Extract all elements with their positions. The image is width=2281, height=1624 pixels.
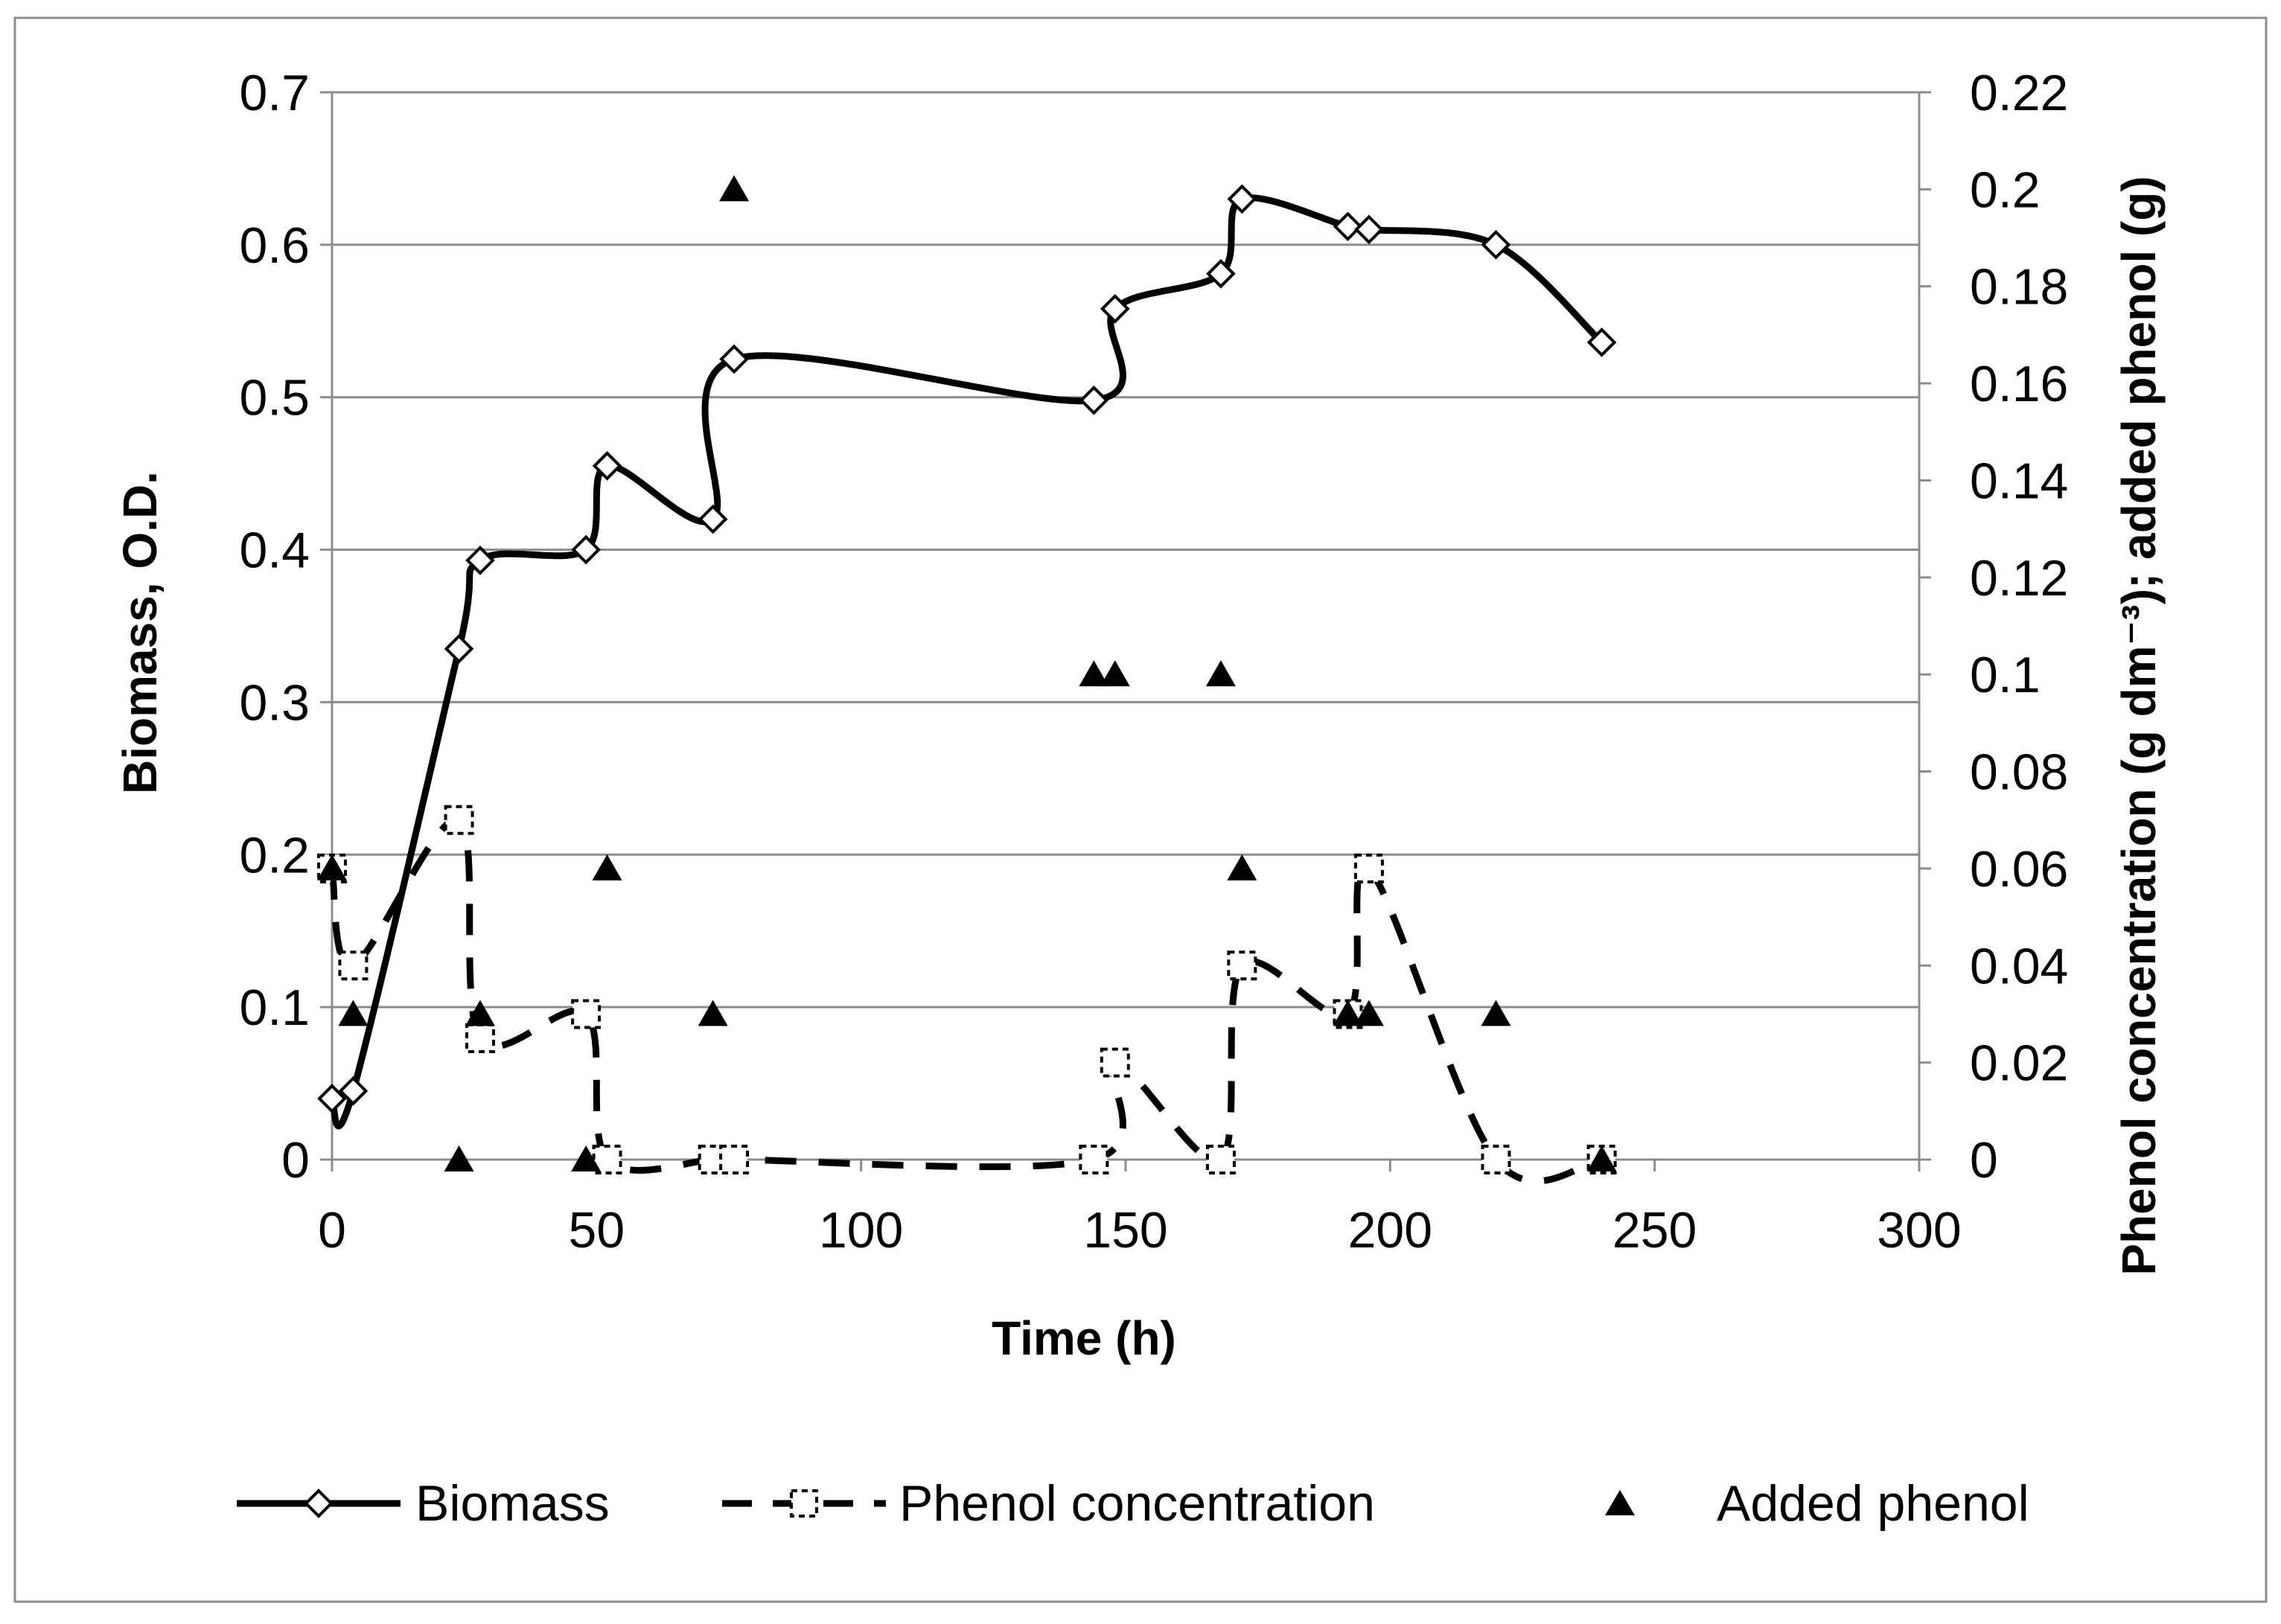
y2-tick-label: 0.2 bbox=[1970, 162, 2041, 218]
added-phenol-point bbox=[1333, 1000, 1363, 1026]
biomass-point bbox=[1354, 214, 1384, 245]
series-markers bbox=[317, 175, 1617, 1174]
added-phenol-point bbox=[1205, 660, 1236, 687]
biomass-point bbox=[719, 344, 749, 374]
phenol-concentration-point bbox=[444, 805, 474, 835]
added-phenol-point bbox=[444, 1145, 474, 1171]
biomass-point bbox=[592, 451, 622, 481]
biomass-point bbox=[338, 1075, 369, 1106]
biomass-point bbox=[1481, 230, 1511, 260]
added-phenol-point bbox=[1227, 854, 1257, 880]
y2-tick-label: 0.06 bbox=[1970, 841, 2068, 898]
biomass-point bbox=[1227, 184, 1257, 214]
biomass-point bbox=[1079, 385, 1109, 415]
x-tick-label: 100 bbox=[819, 1202, 903, 1259]
y2-tick-label: 0.02 bbox=[1970, 1035, 2068, 1092]
y-tick-label: 0.6 bbox=[239, 217, 310, 274]
axis-labels: 0 0.1 0.2 0.3 0.4 0.5 0.6 0.7 0 0.02 0.04 0.06 0.08 0… bbox=[239, 65, 2068, 1259]
x-tick-label: 0 bbox=[318, 1202, 346, 1259]
biomass-point bbox=[465, 546, 495, 575]
y2-tick-label: 0.08 bbox=[1970, 744, 2068, 801]
y-tick-label: 0.1 bbox=[239, 979, 310, 1036]
legend: Biomass Phenol concentration Added pheno… bbox=[237, 1475, 2029, 1532]
phenol-concentration-point bbox=[1227, 950, 1257, 981]
legend-biomass-label: Biomass bbox=[415, 1475, 610, 1532]
biomass-point bbox=[444, 633, 474, 664]
biomass-point bbox=[1333, 211, 1363, 242]
y2-tick-label: 0.04 bbox=[1970, 938, 2068, 994]
legend-biomass-marker bbox=[304, 1489, 334, 1518]
y-tick-label: 0.2 bbox=[239, 827, 310, 883]
y-tick-label: 0.7 bbox=[239, 65, 310, 121]
biomass-point bbox=[1586, 327, 1617, 357]
x-tick-label: 300 bbox=[1877, 1202, 1961, 1259]
legend-added-marker bbox=[1605, 1490, 1635, 1515]
added-phenol-point bbox=[1100, 660, 1130, 687]
x-tick-label: 50 bbox=[569, 1202, 625, 1259]
added-phenol-point bbox=[571, 1145, 602, 1171]
legend-phenol-label: Phenol concentration bbox=[899, 1475, 1375, 1532]
y-axis-title: Biomass, O.D. bbox=[113, 471, 167, 794]
phenol-concentration-point bbox=[1079, 1145, 1109, 1174]
biomass-point bbox=[1206, 258, 1236, 289]
added-phenol-point bbox=[1586, 1145, 1617, 1171]
y2-tick-label: 0.1 bbox=[1970, 647, 2041, 703]
y2-tick-label: 0 bbox=[1970, 1132, 1998, 1189]
phenol-concentration-point bbox=[571, 999, 602, 1029]
added-phenol-point bbox=[1079, 660, 1109, 687]
x-axis-title: Time (h) bbox=[992, 1311, 1176, 1365]
y-tick-label: 0.3 bbox=[239, 674, 310, 731]
biomass-point bbox=[571, 534, 601, 565]
added-phenol-point bbox=[465, 1000, 495, 1026]
y2-tick-label: 0.14 bbox=[1970, 453, 2068, 509]
added-phenol-point bbox=[338, 1000, 369, 1026]
phenol-concentration-point bbox=[1481, 1145, 1511, 1174]
y2-axis-title: Phenol concentration (g dm⁻³); added phe… bbox=[2112, 176, 2166, 1275]
y-tick-label: 0.4 bbox=[239, 522, 310, 579]
y-tick-label: 0.5 bbox=[239, 370, 310, 426]
phenol-concentration-line bbox=[328, 816, 1603, 1185]
added-phenol-point bbox=[719, 175, 750, 202]
y2-tick-label: 0.16 bbox=[1970, 356, 2068, 412]
biomass-point bbox=[317, 1084, 347, 1113]
biomass-point bbox=[1100, 294, 1130, 324]
phenol-concentration-point bbox=[719, 1145, 750, 1174]
y-tick-label: 0 bbox=[281, 1132, 310, 1189]
legend-phenol-marker bbox=[790, 1489, 818, 1518]
legend-added-label: Added phenol bbox=[1717, 1475, 2029, 1532]
added-phenol-point bbox=[1353, 1000, 1384, 1026]
phenol-concentration-point bbox=[1205, 1145, 1236, 1174]
biomass-point bbox=[698, 504, 728, 534]
outer-frame bbox=[13, 16, 2268, 1603]
phenol-concentration-point bbox=[1100, 1047, 1130, 1078]
y2-tick-label: 0.22 bbox=[1970, 65, 2068, 121]
added-phenol-point bbox=[592, 854, 622, 880]
y2-tick-label: 0.18 bbox=[1970, 259, 2068, 316]
phenol-concentration-point bbox=[1353, 853, 1384, 883]
x-tick-label: 200 bbox=[1348, 1202, 1432, 1259]
added-phenol-point bbox=[698, 1000, 728, 1026]
x-tick-label: 250 bbox=[1612, 1202, 1697, 1259]
y2-tick-label: 0.12 bbox=[1970, 550, 2068, 607]
phenol-concentration-point bbox=[338, 950, 369, 981]
phenol-concentration-point bbox=[465, 1023, 495, 1054]
x-tick-label: 150 bbox=[1083, 1202, 1167, 1259]
added-phenol-point bbox=[1481, 1000, 1511, 1026]
added-phenol-point bbox=[317, 854, 347, 880]
